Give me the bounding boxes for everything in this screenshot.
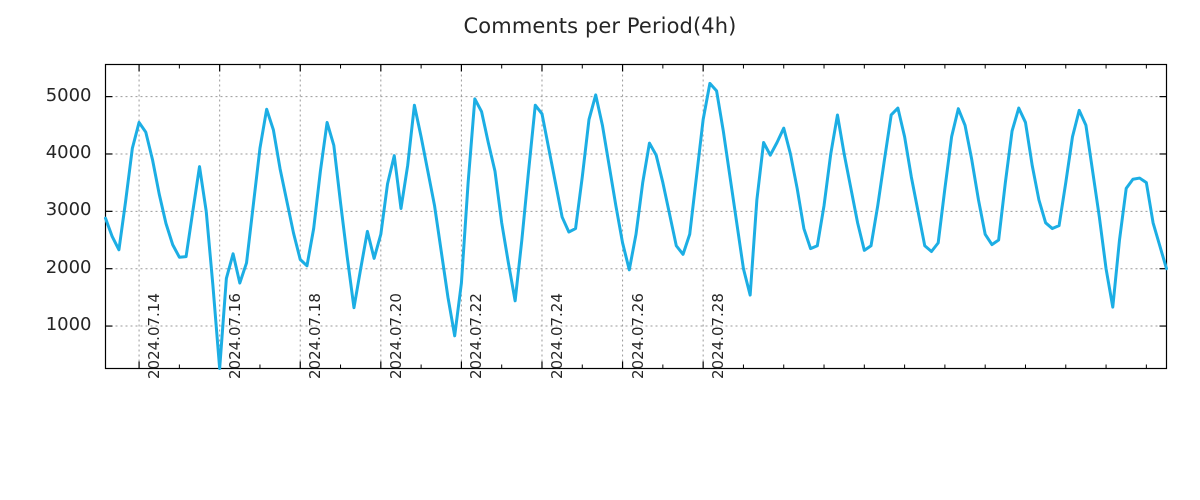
y-axis-tick-label: 1000	[45, 314, 92, 336]
data-series-line	[104, 81, 1168, 370]
y-axis-tick-label: 5000	[45, 84, 92, 106]
x-axis-tick-label: 2024.07.22	[467, 292, 486, 379]
x-axis-tick-label: 2024.07.24	[547, 292, 566, 379]
y-axis-tick-label: 4000	[45, 141, 92, 163]
plot-frame	[104, 63, 1168, 370]
x-axis-tick-label: 2024.07.14	[145, 292, 164, 379]
x-axis-tick-label: 2024.07.26	[628, 292, 647, 379]
y-axis-tick-label: 3000	[45, 199, 92, 221]
x-axis-tick-label: 2024.07.16	[225, 292, 244, 379]
x-axis-tick-label: 2024.07.18	[306, 292, 325, 379]
x-axis-tick-label: 2024.07.20	[386, 292, 405, 379]
y-axis-tick-label: 2000	[45, 256, 92, 278]
x-axis-tick-label: 2024.07.28	[709, 292, 728, 379]
chart-title: Comments per Period(4h)	[463, 14, 737, 38]
